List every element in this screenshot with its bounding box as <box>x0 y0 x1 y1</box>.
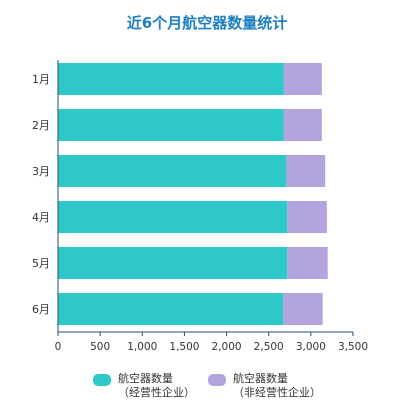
category-label: 3月 <box>32 165 50 178</box>
bar-commercial <box>58 247 288 279</box>
legend-label-commercial: 航空器数量 （经营性企业） <box>118 372 195 400</box>
category-label: 4月 <box>32 211 50 224</box>
x-tick-label: 2,500 <box>254 341 284 353</box>
bar-noncommercial <box>287 201 327 233</box>
bar-noncommercial <box>283 63 322 95</box>
x-tick-label: 0 <box>55 341 62 353</box>
bar-commercial <box>58 201 288 233</box>
bar-noncommercial <box>283 293 323 325</box>
legend-label-line: 航空器数量 <box>118 372 173 385</box>
bar-commercial <box>58 63 284 95</box>
x-tick-label: 2,000 <box>212 341 242 353</box>
legend-label-line: （经营性企业） <box>118 386 195 399</box>
x-tick-label: 3,000 <box>296 341 326 353</box>
legend-item-commercial: 航空器数量 （经营性企业） <box>93 372 195 400</box>
x-tick-label: 3,500 <box>338 341 368 353</box>
legend-label-line: （非经营性企业） <box>233 386 321 399</box>
bar-commercial <box>58 109 284 141</box>
legend-swatch-commercial <box>93 374 111 386</box>
legend-swatch-noncommercial <box>208 374 226 386</box>
bar-chart: 1月 2月 3月 4月 5月 6月 0 500 1,000 1,500 2,000 2,500 3,00… <box>32 60 368 353</box>
bar-noncommercial <box>287 247 328 279</box>
x-tick-label: 1,000 <box>127 341 157 353</box>
category-label: 2月 <box>32 119 50 132</box>
chart-title: 近6个月航空器数量统计 <box>126 14 288 32</box>
category-label: 1月 <box>32 73 50 86</box>
legend: 航空器数量 （经营性企业） 航空器数量 （非经营性企业） <box>0 372 414 412</box>
legend-item-noncommercial: 航空器数量 （非经营性企业） <box>208 372 321 400</box>
bar-commercial <box>58 293 284 325</box>
legend-label-noncommercial: 航空器数量 （非经营性企业） <box>233 372 321 400</box>
bar-commercial <box>58 155 287 187</box>
bar-noncommercial <box>286 155 326 187</box>
x-tick-label: 1,500 <box>169 341 199 353</box>
bar-noncommercial <box>283 109 322 141</box>
category-label: 6月 <box>32 303 50 316</box>
category-label: 5月 <box>32 257 50 270</box>
legend-label-line: 航空器数量 <box>233 372 288 385</box>
x-tick-label: 500 <box>90 341 110 353</box>
